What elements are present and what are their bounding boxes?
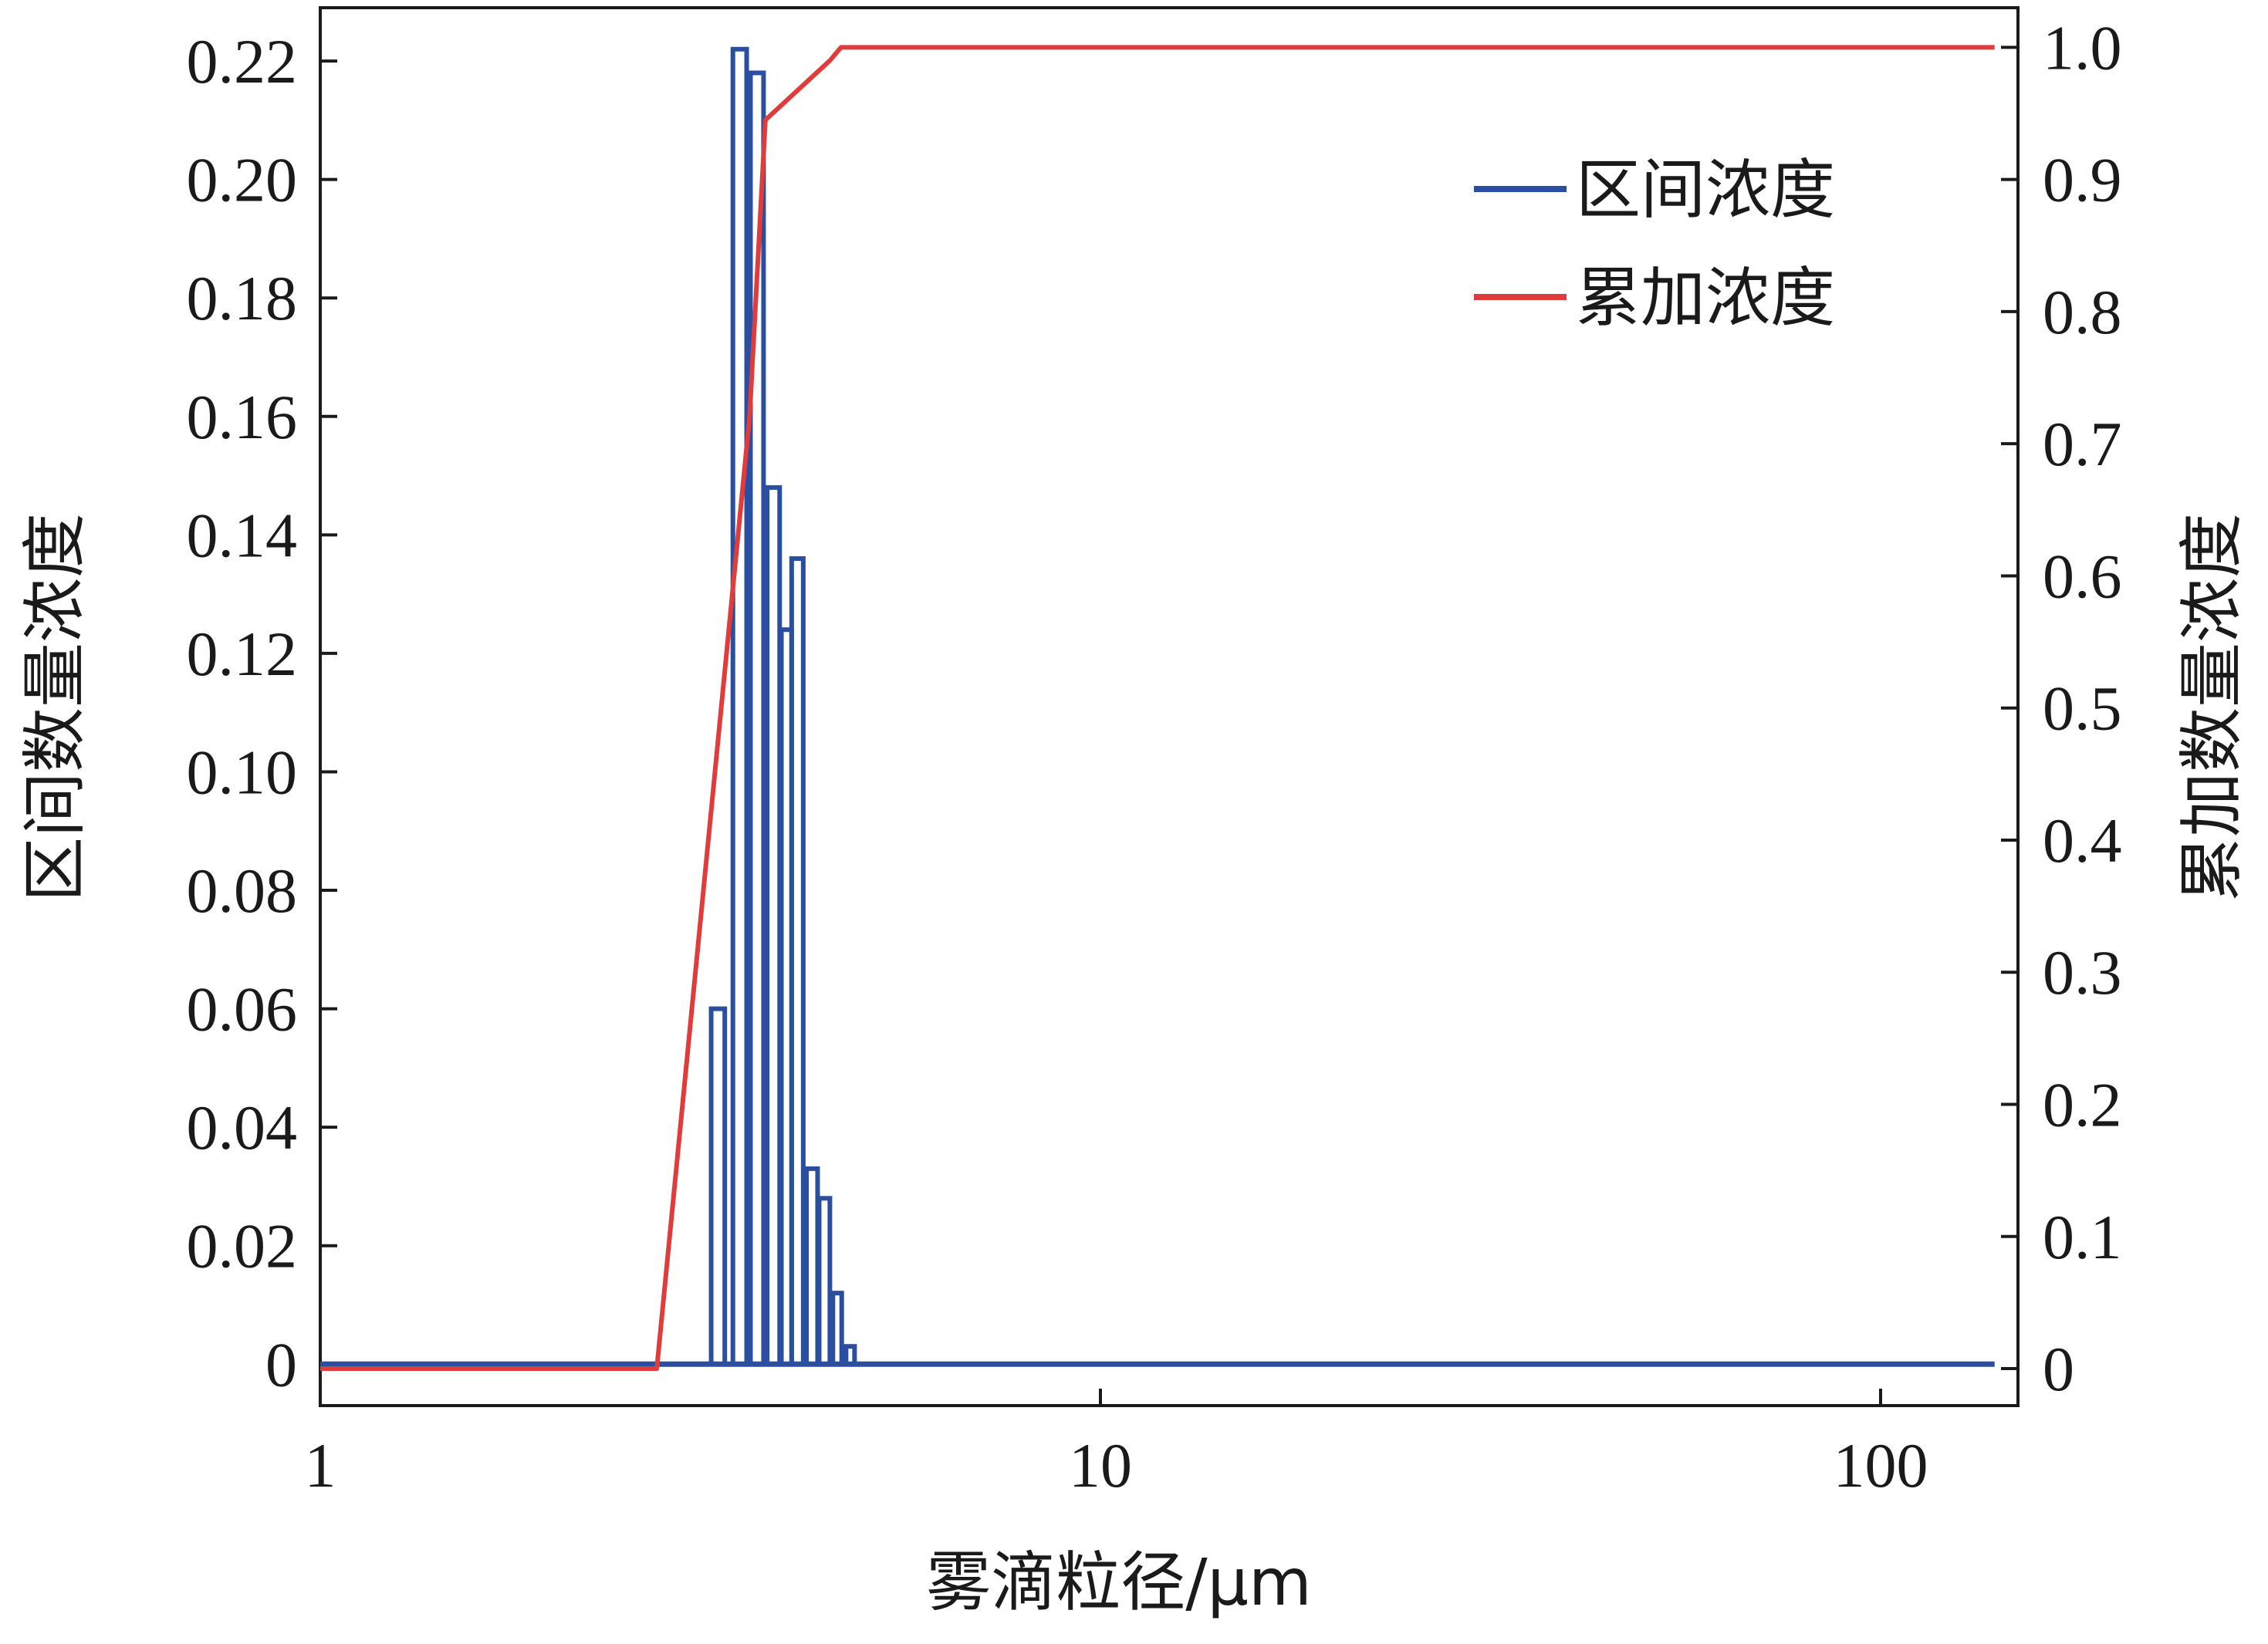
y-left-tick-label: 0.12 — [187, 619, 298, 689]
y-left-axis-title: 区间数量浓度 — [17, 513, 93, 902]
y-right-tick-label: 0.7 — [2043, 409, 2122, 479]
y-right-tick-label: 0.3 — [2043, 937, 2122, 1008]
interval-bar — [804, 1166, 820, 1367]
interval-bar — [843, 1344, 857, 1367]
cumulative-line — [320, 45, 1995, 1371]
series-layer — [320, 45, 1995, 1371]
y-left-tick-label: 0.14 — [187, 500, 298, 570]
x-tick-label: 1 — [305, 1430, 336, 1501]
x-tick-label: 10 — [1069, 1430, 1132, 1501]
interval-bar — [789, 556, 806, 1367]
y-left-tick-label: 0.06 — [187, 974, 298, 1045]
y-right-axis-title: 累加数量浓度 — [2174, 513, 2249, 902]
legend-label-cumulative: 累加浓度 — [1576, 260, 1835, 336]
y-right-tick-label: 0.1 — [2043, 1202, 2122, 1272]
y-right-axis: 0 0.1 0.2 0.3 0.4 0.5 0.6 0.7 0.8 0.9 1.0 — [2001, 12, 2122, 1404]
x-tick-label: 100 — [1833, 1430, 1928, 1501]
legend: 区间浓度 累加浓度 — [1474, 152, 1835, 336]
y-right-tick-label: 0 — [2043, 1334, 2074, 1404]
interval-bar — [765, 484, 782, 1367]
interval-bar — [730, 46, 749, 1367]
y-left-tick-label: 0 — [265, 1329, 297, 1399]
y-left-tick-label: 0.10 — [187, 737, 298, 807]
x-axis-title: 雾滴粒径/μm — [926, 1544, 1312, 1620]
y-right-tick-label: 0.9 — [2043, 145, 2122, 215]
y-left-tick-label: 0.02 — [187, 1211, 298, 1281]
legend-label-interval: 区间浓度 — [1576, 152, 1835, 228]
y-left-tick-label: 0.08 — [187, 856, 298, 926]
interval-bar — [748, 70, 766, 1367]
y-right-tick-label: 0.4 — [2043, 805, 2122, 876]
y-left-tick-label: 0.16 — [187, 382, 298, 452]
y-right-tick-label: 0.8 — [2043, 277, 2122, 347]
y-left-tick-label: 0.18 — [187, 263, 298, 333]
y-right-tick-label: 1.0 — [2043, 12, 2122, 83]
y-right-tick-label: 0.2 — [2043, 1070, 2122, 1140]
interval-bar — [708, 1006, 728, 1367]
x-axis: 1 10 100 — [305, 1389, 1928, 1501]
interval-bar — [816, 1196, 833, 1367]
y-left-tick-label: 0.04 — [187, 1092, 298, 1163]
y-left-axis: 0 0.02 0.04 0.06 0.08 0.10 0.12 0.14 0.16 0.18 0.2… — [187, 26, 337, 1399]
y-right-tick-label: 0.5 — [2043, 673, 2122, 744]
y-left-tick-label: 0.20 — [187, 145, 298, 215]
y-right-tick-label: 0.6 — [2043, 541, 2122, 611]
y-left-tick-label: 0.22 — [187, 26, 298, 96]
interval-bar — [830, 1291, 844, 1367]
